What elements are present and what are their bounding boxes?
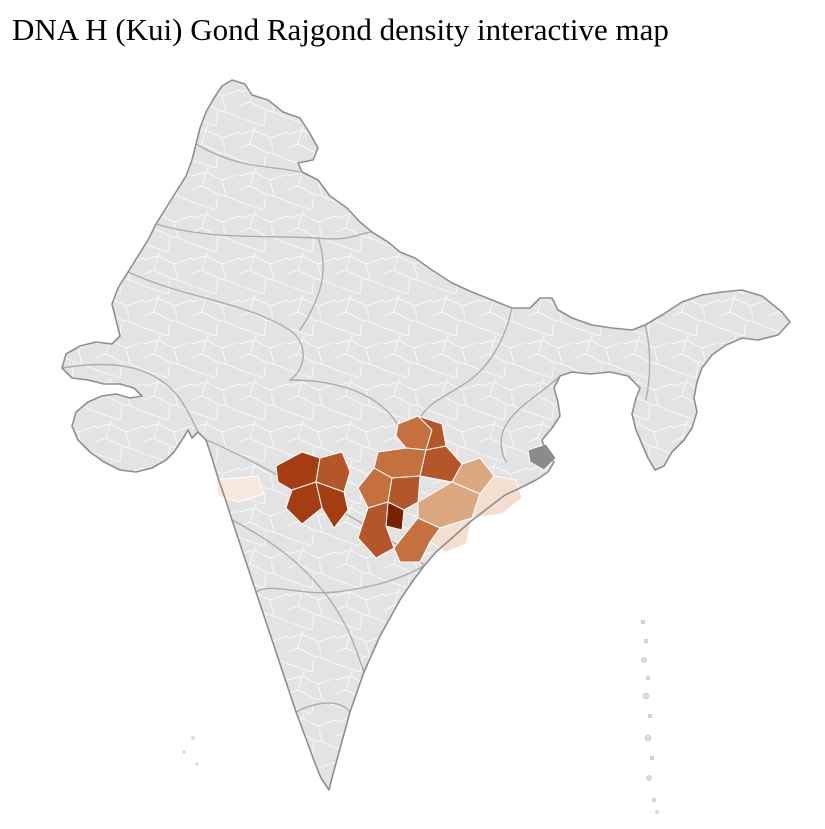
island-dot	[640, 619, 646, 625]
island-dot	[649, 755, 655, 761]
island-dot	[646, 775, 652, 781]
island-dot	[647, 713, 653, 719]
island-dot	[191, 736, 195, 740]
page-title: DNA H (Kui) Gond Rajgond density interac…	[12, 12, 669, 47]
island-dot	[651, 797, 657, 803]
island-dot	[642, 692, 650, 700]
island-dot	[645, 675, 651, 681]
island-dot	[655, 810, 659, 814]
island-dot	[195, 762, 199, 766]
island-dot	[643, 638, 649, 644]
island-dot	[644, 734, 652, 742]
island-chain	[182, 619, 659, 814]
island-dot	[641, 657, 647, 663]
island-dot	[182, 750, 186, 754]
